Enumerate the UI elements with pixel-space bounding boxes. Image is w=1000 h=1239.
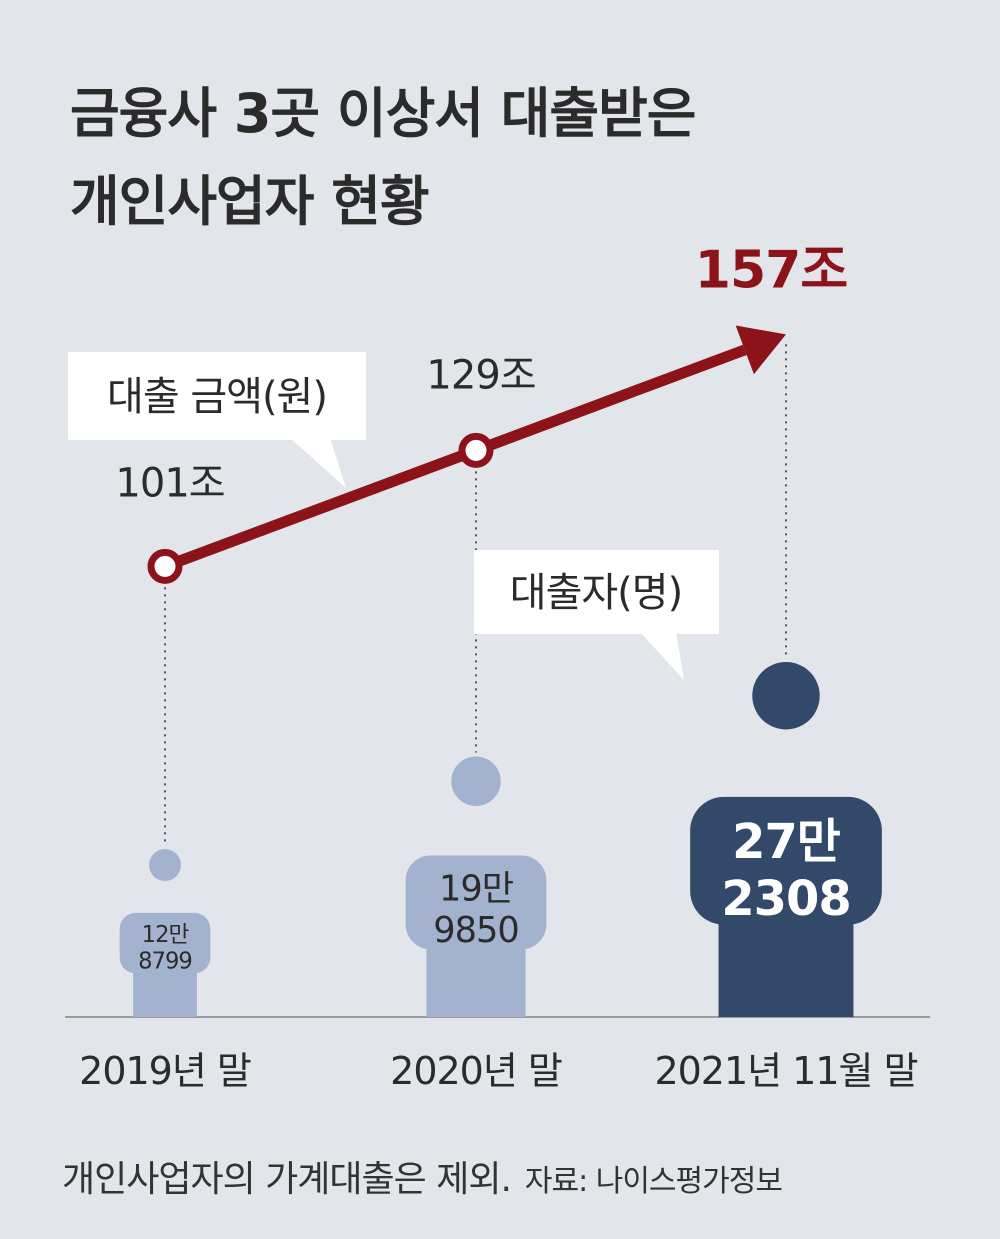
legend-label-borrowers: 대출자(명) — [510, 570, 682, 616]
borrower-value-label-line2: 2308 — [721, 872, 850, 927]
footnote-source: 자료: 나이스평가정보 — [524, 1164, 783, 1199]
category-label-1: 2019년 말 — [79, 1049, 251, 1093]
borrower-value-label-line1: 19만 — [439, 868, 514, 909]
person-head — [149, 849, 181, 881]
title-line-2: 개인사업자 현황 — [70, 170, 430, 233]
person-head — [752, 662, 820, 730]
footnote: 개인사업자의 가계대출은 제외. 자료: 나이스평가정보 — [62, 1150, 783, 1202]
callout-box — [474, 550, 719, 634]
callout-pointer — [640, 632, 684, 680]
legend-callout-amount: 대출 금액(원) — [68, 352, 366, 488]
amount-arrowhead — [735, 325, 786, 375]
callout-pointer — [290, 438, 346, 488]
amount-value-label-2: 129조 — [426, 352, 535, 398]
person-head — [451, 756, 501, 806]
amount-point-marker-1 — [147, 548, 183, 584]
legend-label-amount: 대출 금액(원) — [107, 374, 327, 420]
borrower-value-label-line1: 12만 — [142, 922, 190, 948]
category-label-3: 2021년 11월 말 — [654, 1049, 917, 1093]
borrower-value-label-line1: 27만 — [732, 815, 841, 870]
amount-value-label-1: 101조 — [115, 460, 224, 506]
borrower-value-label-line2: 8799 — [138, 949, 192, 975]
amount-value-label-3: 157조 — [695, 240, 848, 300]
title-line-1: 금융사 3곳 이상서 대출받은 — [70, 82, 696, 145]
person-legs — [426, 924, 526, 1017]
callout-box — [68, 352, 366, 440]
amount-point-marker-2 — [458, 432, 494, 468]
legend-callout-borrowers: 대출자(명) — [474, 550, 719, 680]
footnote-note: 개인사업자의 가계대출은 제외. — [62, 1159, 512, 1200]
borrower-value-label-line2: 9850 — [433, 910, 518, 951]
chart-title: 금융사 3곳 이상서 대출받은 개인사업자 현황 — [70, 70, 950, 246]
category-label-2: 2020년 말 — [390, 1049, 562, 1093]
person-legs — [718, 890, 854, 1017]
person-legs — [133, 957, 197, 1017]
